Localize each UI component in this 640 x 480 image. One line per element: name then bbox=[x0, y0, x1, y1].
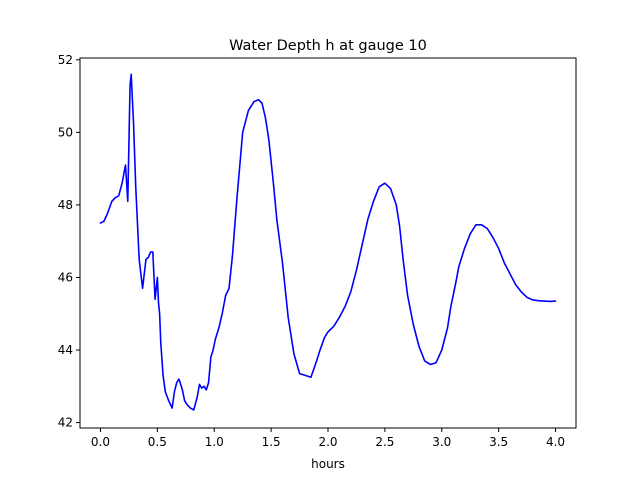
y-tick-label: 52 bbox=[58, 53, 73, 67]
series-line-0 bbox=[99, 73, 557, 411]
plot-area bbox=[99, 73, 557, 411]
x-tick-label: 1.5 bbox=[262, 435, 281, 449]
x-tick-label: 0.0 bbox=[91, 435, 110, 449]
y-axis: 42 44 46 48 50 52 bbox=[58, 53, 80, 430]
x-axis-label: hours bbox=[311, 457, 345, 471]
x-tick-label: 2.5 bbox=[375, 435, 394, 449]
x-tick-label: 0.5 bbox=[148, 435, 167, 449]
x-axis: 0.0 0.5 1.0 1.5 2.0 2.5 3.0 3.5 4.0 bbox=[91, 428, 565, 449]
x-tick-label: 2.0 bbox=[318, 435, 337, 449]
x-tick-label: 4.0 bbox=[546, 435, 565, 449]
x-tick-label: 3.0 bbox=[432, 435, 451, 449]
y-tick-label: 46 bbox=[58, 270, 73, 284]
y-tick-label: 50 bbox=[58, 125, 73, 139]
y-tick-label: 42 bbox=[58, 416, 73, 430]
x-tick-label: 1.0 bbox=[205, 435, 224, 449]
y-tick-label: 44 bbox=[58, 343, 73, 357]
y-tick-label: 48 bbox=[58, 198, 73, 212]
x-tick-label: 3.5 bbox=[489, 435, 508, 449]
chart-title: Water Depth h at gauge 10 bbox=[229, 38, 427, 54]
